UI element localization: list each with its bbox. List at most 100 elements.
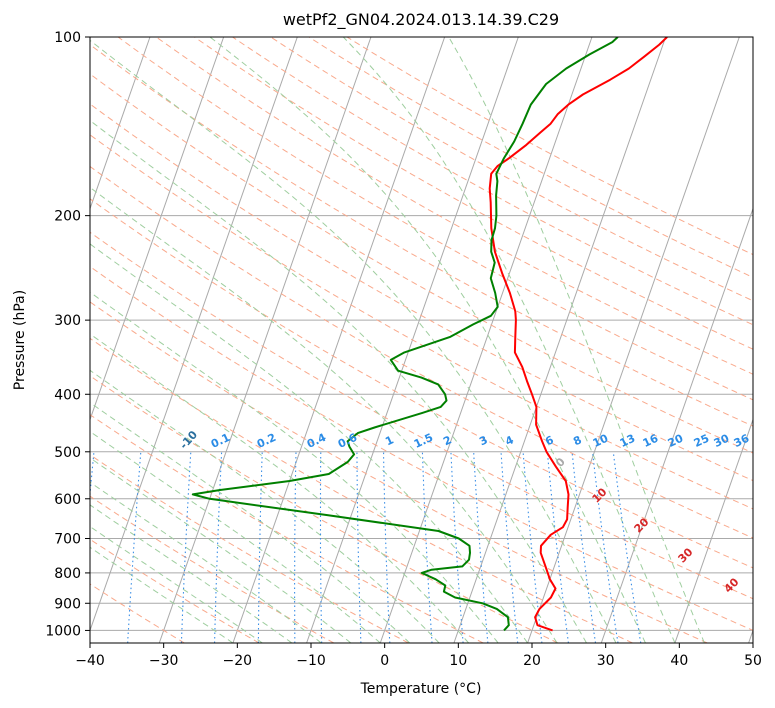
dry-adiabat: [90, 165, 753, 539]
y-tick-label: 600: [54, 492, 81, 508]
plot-frame: [89, 36, 754, 644]
moist-adiabat: [90, 546, 234, 643]
mixing-ratio-label: 1.5: [412, 431, 435, 451]
mixing-ratio-label: 0.4: [305, 431, 328, 451]
plot-area: -100-90-80-70-60-50-40-30-20-10010203040…: [0, 37, 753, 643]
mixing-ratio-line: [612, 451, 642, 643]
mixing-ratio-line: [571, 451, 597, 643]
mixing-ratio-line: [473, 451, 489, 643]
y-tick-label: 700: [54, 532, 81, 548]
chart-title: wetPf2_GN04.2024.013.14.39.C29: [283, 10, 559, 30]
temperature-profile: [488, 37, 668, 632]
dry-adiabat-label: -10: [177, 428, 200, 452]
dry-adiabat: [269, 37, 753, 302]
x-tick-label: 0: [380, 653, 389, 669]
mixing-ratio-line: [294, 451, 297, 643]
x-tick-label: 40: [670, 653, 688, 669]
dry-adiabat: [90, 134, 753, 510]
isotherm-line: [0, 37, 3, 643]
y-tick-label: 200: [54, 209, 81, 225]
dry-adiabat: [90, 583, 185, 643]
moist-adiabat: [448, 37, 705, 643]
isotherm-line: [527, 37, 740, 643]
mixing-ratio-label: 0.1: [209, 431, 232, 451]
dry-adiabat: [90, 265, 753, 631]
moist-adiabat: [90, 369, 440, 643]
mixing-ratio-line: [383, 451, 391, 643]
mixing-ratio-line: [257, 451, 263, 643]
dry-adiabat: [90, 301, 708, 643]
dewpoint-profile: [191, 37, 619, 632]
mixing-ratio-label: 3: [477, 433, 489, 448]
dry-adiabat: [90, 198, 753, 569]
mixing-ratio-line: [127, 451, 142, 643]
dry-adiabat: [90, 375, 559, 643]
dry-adiabat: [90, 414, 484, 643]
moist-adiabat: [90, 525, 263, 643]
mixing-ratio-label: 2: [441, 433, 453, 448]
isotherm-line: [232, 37, 446, 643]
moist-adiabat: [90, 457, 352, 643]
mixing-ratio-label: 10: [591, 432, 611, 450]
dry-adiabat: [117, 37, 753, 401]
moist-adiabat-label: 40: [722, 575, 742, 595]
mixing-ratio-label: 30: [712, 432, 732, 450]
moist-adiabat: [90, 186, 558, 643]
mixing-ratio-line: [500, 451, 519, 643]
moist-adiabat: [90, 119, 587, 643]
dry-adiabat: [90, 231, 753, 600]
dry-adiabat: [90, 538, 260, 643]
moist-adiabat: [90, 333, 470, 643]
x-tick-label: −30: [149, 653, 179, 669]
mixing-ratio-line: [522, 451, 543, 643]
dry-adiabat: [90, 454, 409, 643]
dry-adiabat: [155, 37, 753, 375]
y-axis: 100 200 300 400 500 600 700 800 900 1000: [45, 30, 90, 639]
mixing-ratio-line: [356, 451, 362, 643]
y-tick-label: 100: [54, 30, 81, 46]
y-tick-label: 800: [54, 566, 81, 582]
x-axis: −40 −30 −20 −10 0 10 20 30 40 50: [75, 643, 762, 669]
mixing-ratio-line: [319, 451, 323, 643]
x-tick-label: −20: [223, 653, 253, 669]
mixing-ratio-label: 6: [543, 433, 556, 448]
mixing-ratio-label: 8: [571, 433, 583, 448]
mixing-ratio-label: 20: [666, 432, 686, 450]
moist-adiabat: [90, 481, 322, 643]
dry-adiabat: [90, 337, 633, 643]
dry-adiabat: [307, 37, 753, 279]
y-tick-label: 300: [54, 313, 81, 329]
dry-adiabat: [90, 103, 753, 482]
moist-adiabat: [90, 291, 499, 643]
x-tick-label: 20: [523, 653, 541, 669]
x-tick-label: −10: [296, 653, 326, 669]
moist-adiabat: [90, 39, 617, 643]
x-tick-label: −40: [75, 653, 105, 669]
moist-adiabat: [90, 401, 411, 643]
mixing-ratio-line: [214, 451, 223, 643]
isotherm-line: [674, 418, 753, 643]
moist-adiabat: [209, 37, 646, 643]
x-tick-label: 50: [744, 653, 762, 669]
y-tick-label: 1000: [45, 623, 81, 639]
isotherm-line: [90, 37, 151, 211]
isotherm-line: [90, 37, 225, 422]
x-axis-label: Temperature (°C): [360, 681, 482, 697]
mixing-ratio-line: [450, 451, 464, 643]
dry-adiabat: [90, 73, 753, 454]
mixing-ratio-line: [180, 451, 192, 643]
isotherm-line: [379, 37, 593, 643]
moist-adiabat-label: 20: [632, 515, 652, 535]
moist-adiabat-label: 30: [676, 545, 696, 565]
dry-adiabat: [90, 495, 335, 643]
moist-adiabat: [342, 37, 676, 643]
y-axis-label: Pressure (hPa): [12, 290, 28, 390]
x-tick-label: 30: [597, 653, 615, 669]
dry-adiabat: [90, 43, 753, 427]
mixing-ratio-label: 1: [383, 433, 395, 448]
moist-adiabat-label: 10: [590, 485, 610, 505]
mixing-ratio-label: 4: [503, 433, 516, 448]
mixing-ratio-label: 36: [732, 432, 752, 450]
moist-adiabat: [90, 504, 293, 643]
mixing-ratio-line: [546, 451, 569, 643]
